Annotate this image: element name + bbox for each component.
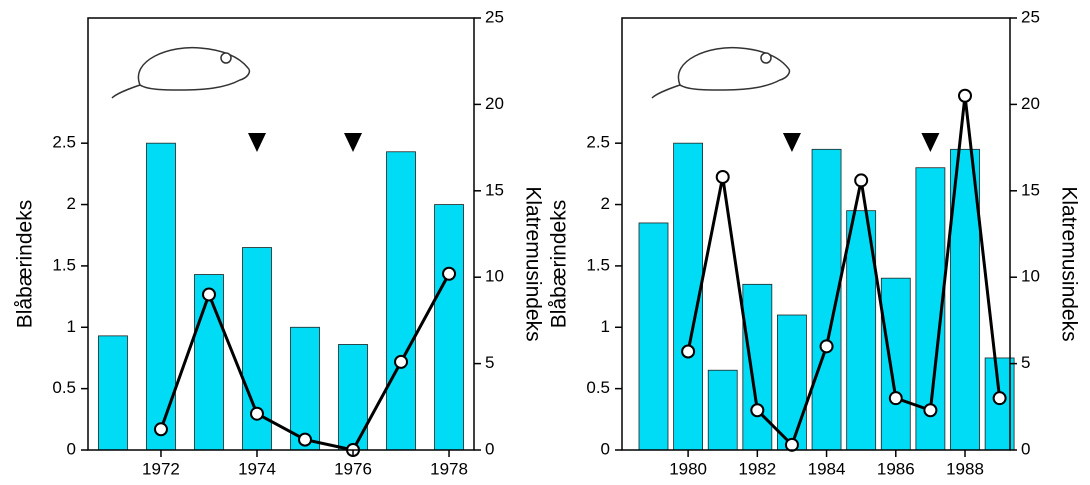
y2-tick-label: 15 xyxy=(485,180,504,199)
event-marker xyxy=(782,133,801,152)
y-tick-label: 0 xyxy=(67,439,76,458)
y2-tick-label: 5 xyxy=(1021,353,1030,372)
y-tick-label: 1 xyxy=(601,317,610,336)
y-tick-label: 2 xyxy=(67,194,76,213)
plot-frame xyxy=(621,17,1011,451)
bar xyxy=(194,274,224,451)
line xyxy=(686,95,1002,448)
point xyxy=(819,339,834,354)
y-tick-label: 2 xyxy=(601,194,610,213)
y-tick-label: 0 xyxy=(601,439,610,458)
y-tick-label: 2.5 xyxy=(586,133,610,152)
bar xyxy=(434,204,464,451)
x-tick-label: 1972 xyxy=(142,459,180,478)
x-tick-label: 1984 xyxy=(808,459,846,478)
y2-tick-label: 10 xyxy=(485,267,504,286)
bar xyxy=(777,314,807,451)
y2-tick-label: 20 xyxy=(485,94,504,113)
y-tick-label: 0.5 xyxy=(52,378,76,397)
point xyxy=(249,406,264,421)
y-tick-label: 0.5 xyxy=(586,378,610,397)
point xyxy=(958,88,973,103)
bar xyxy=(742,283,773,451)
x-tick-label: 1986 xyxy=(877,459,915,478)
y2-tick-label: 20 xyxy=(1021,94,1040,113)
point xyxy=(784,437,799,452)
bar xyxy=(386,151,416,451)
bar xyxy=(638,222,669,451)
point xyxy=(715,169,730,184)
bar xyxy=(98,335,128,451)
point xyxy=(923,403,938,418)
y2-tick-label: 0 xyxy=(485,439,494,458)
y2-axis-title: Klatremusindeks xyxy=(521,186,544,341)
y-tick-label: 1 xyxy=(67,317,76,336)
event-marker xyxy=(247,133,266,152)
x-tick-label: 1974 xyxy=(238,459,276,478)
event-marker xyxy=(921,133,940,152)
y-tick-label: 2.5 xyxy=(52,133,76,152)
point xyxy=(394,354,409,369)
x-tick-label: 1980 xyxy=(669,459,707,478)
x-tick-label: 1976 xyxy=(334,459,372,478)
bar xyxy=(707,369,738,451)
y-axis-title: Blåbærindeks xyxy=(548,200,571,328)
y2-tick-label: 5 xyxy=(485,353,494,372)
mouse-icon xyxy=(111,46,251,99)
point xyxy=(854,173,869,188)
point xyxy=(888,391,903,406)
point xyxy=(298,432,313,447)
y-tick-label: 1.5 xyxy=(586,255,610,274)
point xyxy=(681,344,696,359)
x-tick-label: 1982 xyxy=(738,459,776,478)
y2-axis-title: Klatremusindeks xyxy=(1057,186,1080,341)
y2-tick-label: 15 xyxy=(1021,180,1040,199)
point xyxy=(442,266,457,281)
point xyxy=(201,287,216,302)
bar xyxy=(242,247,272,451)
bar xyxy=(880,277,911,451)
event-marker xyxy=(344,133,363,152)
y-axis-title: Blåbærindeks xyxy=(14,200,37,328)
bar xyxy=(290,326,320,451)
y2-tick-label: 10 xyxy=(1021,267,1040,286)
plot-frame xyxy=(87,17,475,451)
x-tick-label: 1978 xyxy=(430,459,468,478)
x-tick-label: 1988 xyxy=(946,459,984,478)
point xyxy=(153,422,168,437)
mouse-icon xyxy=(651,46,791,99)
y-tick-label: 1.5 xyxy=(52,255,76,274)
y2-tick-label: 25 xyxy=(485,7,504,26)
y2-tick-label: 25 xyxy=(1021,7,1040,26)
y2-tick-label: 0 xyxy=(1021,439,1030,458)
point xyxy=(992,391,1007,406)
point xyxy=(750,403,765,418)
